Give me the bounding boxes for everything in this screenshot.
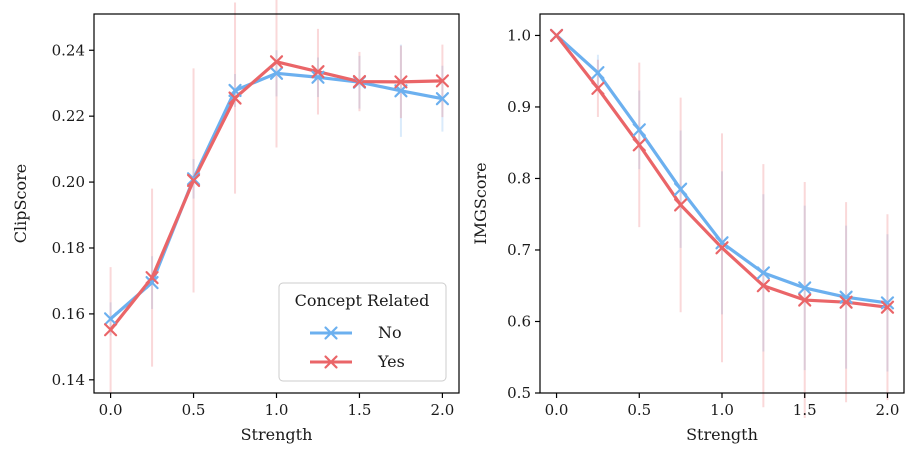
clipscore-y-tick-label: 0.14	[52, 371, 85, 389]
clipscore-marker-yes-8	[435, 74, 450, 88]
clipscore-marker-yes-4	[269, 55, 284, 69]
clipscore-marker-yes-5	[311, 65, 325, 79]
imgscore-marker-no-2	[632, 123, 646, 137]
imgscore-marker-yes-8	[880, 300, 895, 314]
imgscore-marker-no-1	[591, 66, 605, 80]
clipscore-marker-no-4	[269, 66, 284, 80]
legend-label-yes: Yes	[377, 352, 405, 371]
clipscore-marker-yes-0	[103, 323, 118, 337]
imgscore-marker-yes-6	[798, 293, 812, 307]
clipscore-x-ticks: 0.0 0.5 1.0 1.5 2.0	[99, 393, 454, 419]
clipscore-y-axis-label: ClipScore	[11, 164, 30, 243]
clipscore-y-ticks: 0.14 0.16 0.18 0.20 0.22 0.24	[52, 41, 94, 389]
imgscore-y-axis-label: IMGScore	[471, 162, 490, 244]
legend-marker-x-no	[324, 326, 338, 340]
imgscore-x-tick-label: 1.5	[793, 401, 817, 419]
clipscore-marker-yes-1	[145, 271, 159, 285]
clipscore-marker-no-7	[394, 84, 408, 98]
legend-marker-no	[324, 326, 338, 340]
clipscore-x-tick-label: 0.0	[99, 401, 123, 419]
imgscore-marker-yes-0	[549, 28, 564, 43]
legend-title: Concept Related	[295, 291, 430, 310]
clipscore-markers	[103, 55, 450, 337]
imgscore-y-tick-label: 0.8	[507, 169, 531, 187]
imgscore-marker-yes-1	[591, 81, 605, 95]
legend-marker-x-yes	[324, 355, 338, 369]
clipscore-x-tick-label: 2.0	[430, 401, 454, 419]
imgscore-errorbars	[596, 54, 889, 419]
clipscore-x-tick-label: 1.0	[265, 401, 289, 419]
legend-marker-yes	[324, 355, 338, 369]
clipscore-marker-yes-2	[186, 173, 201, 188]
legend: Concept Related No Yes	[278, 282, 447, 382]
imgscore-marker-no-5	[756, 266, 770, 280]
imgscore-marker-yes-7	[839, 295, 853, 309]
clipscore-y-tick-label: 0.24	[52, 41, 85, 59]
imgscore-marker-yes-3	[674, 198, 688, 212]
imgscore-marker-no-6	[798, 281, 812, 295]
imgscore-marker-yes-5	[756, 279, 770, 293]
clipscore-marker-yes-3	[228, 91, 242, 105]
imgscore-x-axis-label: Strength	[686, 425, 758, 444]
clipscore-marker-no-5	[311, 70, 325, 84]
imgscore-y-ticks: 0.5 0.6 0.7 0.8 0.9 1.0	[507, 26, 540, 402]
clipscore-y-tick-label: 0.16	[52, 305, 85, 323]
clipscore-marker-no-1	[145, 275, 159, 290]
imgscore-markers	[549, 28, 895, 314]
imgscore-x-tick-label: 0.0	[545, 401, 569, 419]
imgscore-marker-yes-4	[715, 241, 729, 255]
imgscore-marker-yes-2	[632, 138, 646, 152]
imgscore-y-tick-label: 0.9	[507, 98, 531, 116]
clipscore-marker-no-2	[186, 172, 201, 186]
clipscore-y-tick-label: 0.18	[52, 239, 85, 257]
imgscore-marker-no-3	[674, 182, 688, 196]
imgscore-x-tick-label: 0.5	[627, 401, 651, 419]
imgscore-x-tick-label: 1.0	[710, 401, 734, 419]
imgscore-y-tick-label: 0.7	[507, 241, 531, 259]
clipscore-y-tick-label: 0.20	[52, 173, 85, 191]
imgscore-y-tick-label: 0.6	[507, 312, 531, 330]
legend-box	[278, 282, 447, 382]
imgscore-y-tick-label: 1.0	[507, 26, 531, 44]
imgscore-y-tick-label: 0.5	[507, 384, 531, 402]
clipscore-marker-yes-6	[352, 74, 367, 89]
clipscore-x-axis-label: Strength	[241, 425, 313, 444]
clipscore-marker-no-8	[435, 92, 450, 106]
clipscore-x-tick-label: 1.5	[348, 401, 372, 419]
imgscore-panel: 0.0 0.5 1.0 1.5 2.0 0.5 0.6 0.7 0.8 0.9 1.0 Stren…	[471, 13, 905, 444]
clipscore-marker-no-0	[103, 312, 118, 326]
imgscore-x-ticks: 0.0 0.5 1.0 1.5 2.0	[545, 393, 900, 419]
imgscore-marker-no-7	[839, 290, 853, 304]
clipscore-x-tick-label: 0.5	[182, 401, 206, 419]
imgscore-x-tick-label: 2.0	[876, 401, 900, 419]
imgscore-marker-no-4	[715, 236, 729, 250]
clipscore-panel: 0.0 0.5 1.0 1.5 2.0 0.14 0.16 0.18 0.20 0.22 0.24…	[11, 0, 460, 444]
clipscore-marker-yes-7	[394, 75, 408, 89]
clipscore-y-tick-label: 0.22	[52, 107, 85, 125]
legend-label-no: No	[378, 323, 402, 342]
imgscore-marker-no-8	[880, 296, 895, 310]
